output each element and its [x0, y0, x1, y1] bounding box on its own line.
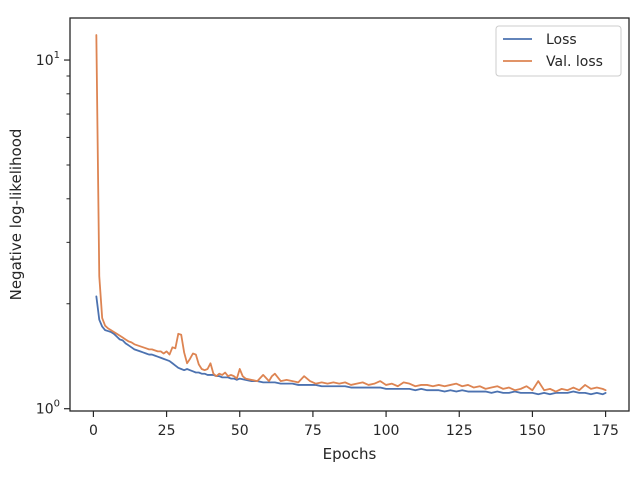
plot-frame — [69, 17, 630, 412]
x-tick-label: 150 — [519, 423, 546, 439]
legend: Loss Val. loss — [495, 25, 622, 77]
x-tick-label: 75 — [304, 423, 322, 439]
x-axis-label: Epochs — [323, 445, 377, 463]
x-tick-label: 100 — [373, 423, 400, 439]
x-tick-label: 50 — [231, 423, 249, 439]
series-line-val-loss — [95, 34, 607, 393]
x-tick-label: 175 — [592, 423, 619, 439]
y-tick-label: 101 — [36, 50, 60, 69]
y-tick-label: 100 — [36, 399, 60, 418]
legend-label-loss: Loss — [546, 32, 577, 48]
y-axis-label: Negative log-likelihood — [7, 129, 25, 301]
legend-label-val-loss: Val. loss — [546, 54, 603, 70]
plot-area — [70, 18, 629, 411]
series-line-loss — [95, 295, 607, 396]
series-layer — [95, 34, 607, 396]
x-tick-label: 125 — [446, 423, 473, 439]
x-tick-label: 25 — [158, 423, 176, 439]
x-tick-label: 0 — [89, 423, 98, 439]
